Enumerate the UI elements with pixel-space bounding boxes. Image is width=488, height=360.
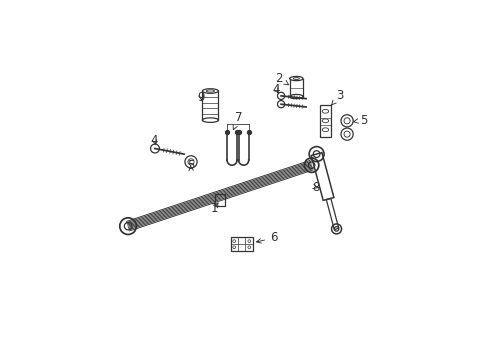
Text: 9: 9 bbox=[197, 91, 204, 104]
Text: 6: 6 bbox=[256, 231, 277, 244]
Text: 2: 2 bbox=[275, 72, 288, 85]
Text: 8: 8 bbox=[311, 181, 319, 194]
Text: 1: 1 bbox=[210, 202, 218, 215]
Text: 7: 7 bbox=[233, 111, 243, 130]
Text: 4: 4 bbox=[150, 134, 158, 147]
Text: 3: 3 bbox=[331, 89, 343, 105]
Text: 4: 4 bbox=[271, 82, 279, 95]
Text: 5: 5 bbox=[353, 114, 366, 127]
Text: 5: 5 bbox=[186, 159, 194, 172]
